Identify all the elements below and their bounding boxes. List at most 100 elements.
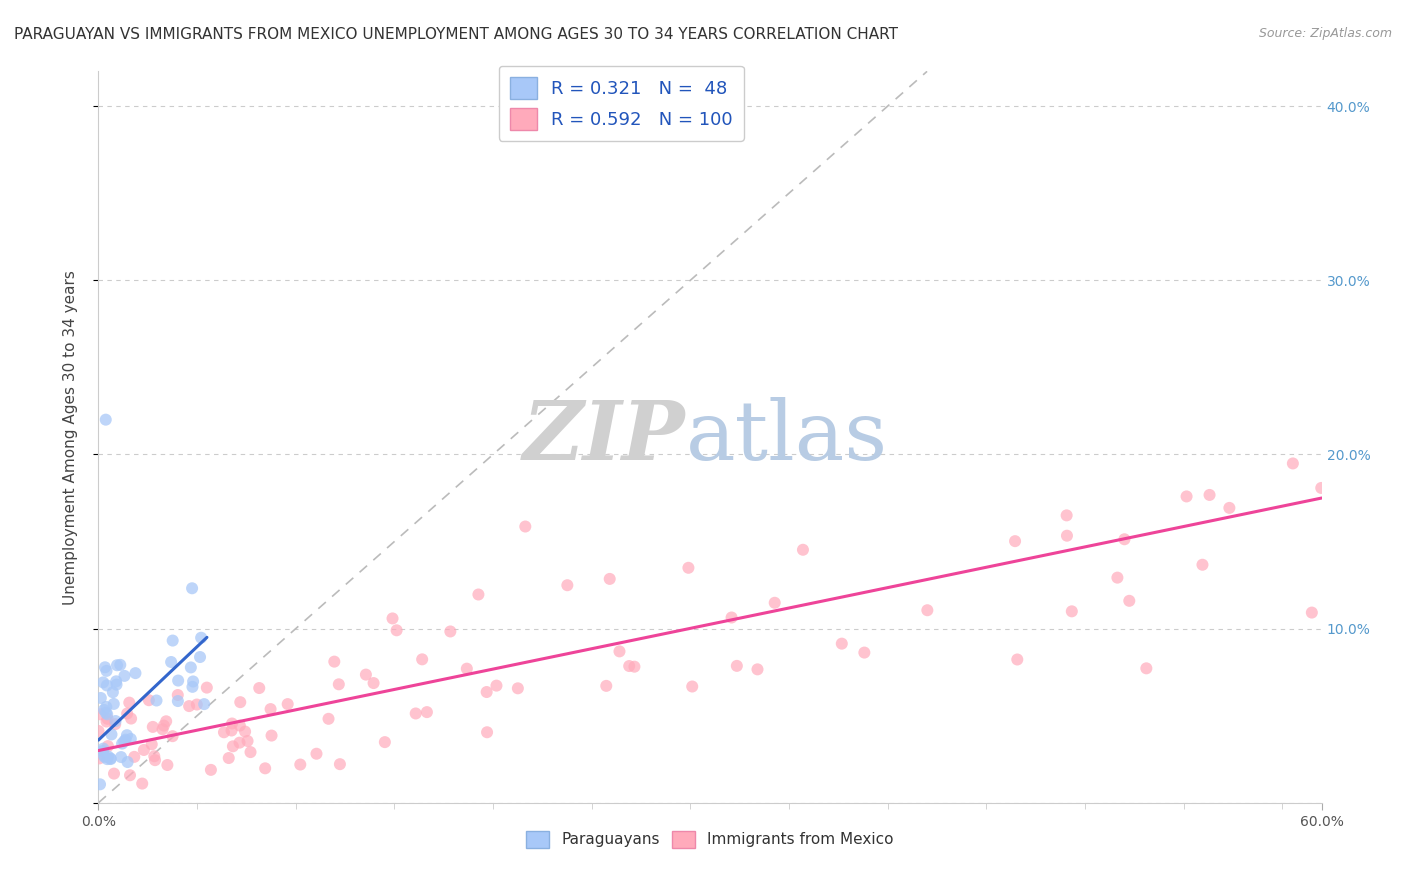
Point — [1060, 604, 1083, 618]
Point — [96, 712, 118, 726]
Point — [222, 739, 245, 754]
Point — [318, 712, 340, 726]
Point — [678, 561, 700, 575]
Point — [363, 676, 385, 690]
Point — [221, 716, 243, 731]
Point — [91, 744, 114, 758]
Point — [290, 757, 312, 772]
Point — [145, 693, 167, 707]
Y-axis label: Unemployment Among Ages 30 to 34 years: Unemployment Among Ages 30 to 34 years — [63, 269, 77, 605]
Point — [112, 734, 135, 748]
Point — [181, 674, 204, 689]
Point — [1056, 508, 1078, 523]
Point — [221, 723, 243, 738]
Point — [89, 777, 111, 791]
Point — [115, 706, 138, 721]
Point — [103, 766, 125, 780]
Point — [506, 681, 529, 696]
Point — [94, 660, 117, 674]
Point — [180, 660, 202, 674]
Point — [87, 724, 110, 739]
Text: ZIP: ZIP — [523, 397, 686, 477]
Point — [96, 752, 118, 766]
Point — [1175, 490, 1198, 504]
Point — [97, 749, 120, 764]
Point — [162, 729, 184, 743]
Point — [104, 717, 127, 731]
Point — [89, 707, 111, 722]
Point — [681, 680, 703, 694]
Point — [405, 706, 427, 721]
Point — [917, 603, 939, 617]
Point — [114, 732, 136, 747]
Point — [599, 572, 621, 586]
Point — [557, 578, 579, 592]
Point — [439, 624, 461, 639]
Point — [254, 761, 277, 775]
Point — [1056, 529, 1078, 543]
Point — [247, 681, 270, 695]
Point — [385, 624, 408, 638]
Point — [619, 659, 641, 673]
Point — [381, 611, 404, 625]
Text: atlas: atlas — [686, 397, 887, 477]
Point — [120, 712, 142, 726]
Point — [853, 646, 876, 660]
Point — [91, 741, 114, 756]
Point — [229, 695, 252, 709]
Point — [167, 673, 190, 688]
Point — [193, 697, 215, 711]
Point — [167, 694, 190, 708]
Point — [195, 681, 218, 695]
Point — [132, 743, 155, 757]
Point — [609, 644, 631, 658]
Point — [1007, 652, 1029, 666]
Point — [239, 745, 262, 759]
Point — [110, 750, 132, 764]
Point — [90, 690, 112, 705]
Point — [411, 652, 433, 666]
Point — [166, 688, 188, 702]
Point — [114, 669, 136, 683]
Point — [725, 658, 748, 673]
Point — [117, 755, 139, 769]
Point — [94, 706, 117, 720]
Point — [1310, 481, 1333, 495]
Point — [323, 655, 346, 669]
Point — [105, 658, 128, 673]
Point — [181, 581, 204, 595]
Point — [138, 693, 160, 707]
Legend: Paraguayans, Immigrants from Mexico: Paraguayans, Immigrants from Mexico — [520, 825, 900, 854]
Point — [100, 752, 122, 766]
Text: PARAGUAYAN VS IMMIGRANTS FROM MEXICO UNEMPLOYMENT AMONG AGES 30 TO 34 YEARS CORR: PARAGUAYAN VS IMMIGRANTS FROM MEXICO UNE… — [14, 27, 898, 42]
Point — [96, 700, 118, 714]
Point — [467, 587, 489, 601]
Point — [456, 662, 478, 676]
Point — [131, 776, 153, 790]
Point — [831, 637, 853, 651]
Point — [354, 667, 377, 681]
Point — [100, 727, 122, 741]
Point — [96, 664, 118, 678]
Point — [143, 753, 166, 767]
Point — [104, 714, 127, 728]
Point — [156, 758, 179, 772]
Point — [160, 655, 183, 669]
Point — [97, 739, 120, 753]
Point — [186, 698, 208, 712]
Point — [94, 412, 117, 426]
Point — [200, 763, 222, 777]
Point — [228, 736, 250, 750]
Point — [305, 747, 328, 761]
Point — [595, 679, 617, 693]
Point — [124, 749, 146, 764]
Point — [155, 714, 177, 729]
Point — [105, 674, 128, 689]
Point — [1198, 488, 1220, 502]
Point — [1282, 457, 1305, 471]
Point — [100, 751, 122, 765]
Point — [233, 724, 256, 739]
Point — [91, 675, 114, 690]
Point — [720, 610, 742, 624]
Point — [747, 662, 769, 676]
